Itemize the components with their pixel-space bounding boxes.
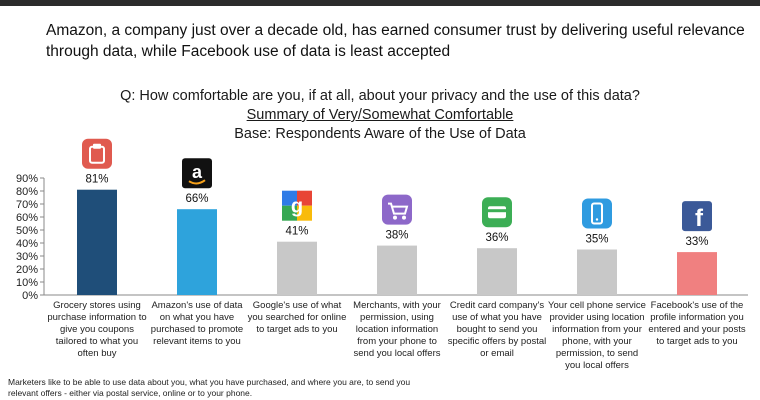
base-note: Base: Respondents Aware of the Use of Da… (234, 126, 526, 142)
category-label: Credit card company's use of what you ha… (447, 300, 547, 359)
bar (377, 245, 417, 295)
data-label: 66% (185, 193, 208, 205)
y-tick-label: 30% (16, 251, 38, 263)
y-tick-label: 50% (16, 225, 38, 237)
data-label: 41% (285, 226, 308, 238)
y-tick-label: 90% (16, 173, 38, 185)
category-label: Grocery stores using purchase informatio… (47, 300, 147, 359)
bar (577, 249, 617, 295)
bar (477, 248, 517, 295)
y-tick-label: 20% (16, 264, 38, 276)
category-label: Amazon's use of data on what you have pu… (150, 300, 244, 347)
amazon-icon: a (182, 158, 212, 189)
cell-phone-icon (582, 198, 612, 229)
footnote: Marketers like to be able to use data ab… (8, 377, 411, 398)
svg-text:f: f (695, 205, 704, 232)
headline: Amazon, a company just over a decade old… (46, 22, 745, 60)
y-tick-label: 10% (16, 277, 38, 289)
bar (277, 241, 317, 295)
google-icon: g (282, 190, 312, 221)
category-label: Your cell phone service provider using l… (548, 300, 646, 371)
bar (77, 189, 117, 295)
y-tick-label: 40% (16, 238, 38, 250)
summary-subtitle: Summary of Very/Somewhat Comfortable (246, 107, 514, 123)
category-label: Google's use of what you searched for on… (247, 300, 347, 335)
bar (677, 252, 717, 295)
y-tick-label: 0% (22, 290, 38, 300)
data-label: 33% (685, 236, 708, 248)
data-label: 81% (85, 174, 108, 186)
category-label: Facebook's use of the profile informatio… (648, 300, 746, 347)
shopping-cart-icon (382, 194, 412, 225)
data-label: 35% (585, 234, 608, 246)
grocery-icon (82, 138, 112, 169)
data-label: 36% (485, 232, 508, 244)
credit-card-icon (482, 197, 512, 228)
svg-text:g: g (291, 196, 303, 218)
facebook-icon: f (682, 201, 712, 232)
y-tick-label: 80% (16, 186, 38, 198)
data-label: 38% (385, 230, 408, 242)
bar (177, 209, 217, 295)
bar-chart: 0%10%20%30%40%50%60%70%80%90% 81% 66% a 41% g… (16, 138, 748, 300)
y-tick-label: 60% (16, 212, 38, 224)
svg-text:a: a (192, 162, 203, 182)
y-tick-label: 70% (16, 199, 38, 211)
top-banner (0, 0, 760, 6)
question-text: Q: How comfortable are you, if at all, a… (120, 88, 640, 104)
category-label: Merchants, with your permission, using l… (353, 300, 441, 359)
